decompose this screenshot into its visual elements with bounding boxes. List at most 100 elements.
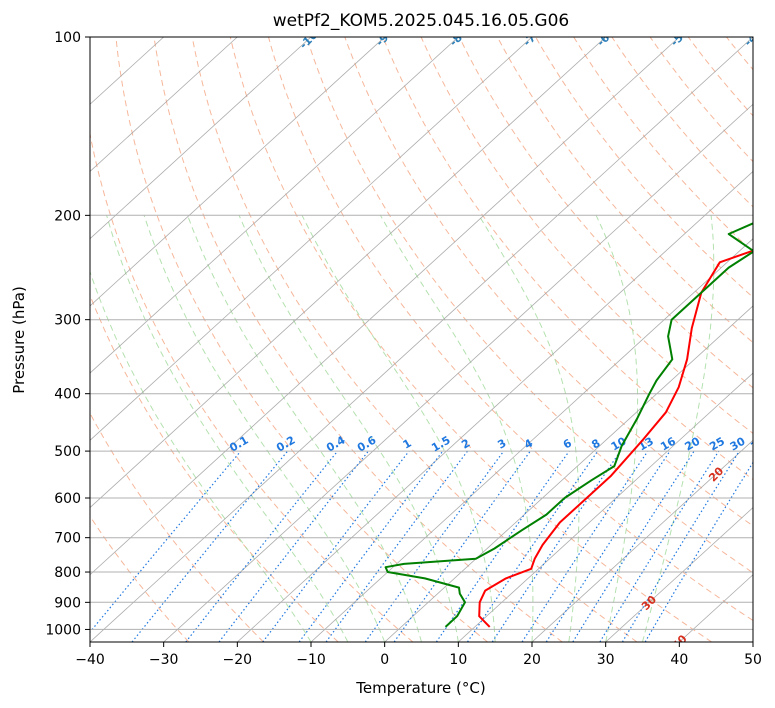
isotherm-line [90,37,606,509]
mixing-ratio-line [644,461,753,642]
dry-adiabat-line [306,37,753,574]
x-tick-label: 40 [670,652,688,668]
y-tick-label: 900 [54,595,81,611]
dry-adiabat-line [90,131,414,642]
dewpoint-profile-line [384,222,753,628]
pressure-grid [90,37,753,630]
mixing-ratio-line [218,450,369,642]
dry-adiabat-line [90,412,264,642]
x-tick-label: 30 [597,652,615,668]
y-tick-label: 600 [54,491,81,507]
isotherm-line [90,37,385,307]
isotherm-line [384,305,753,642]
isotherm-line [90,37,753,642]
dry-adiabat-line [153,37,563,642]
dry-adiabat-line [90,515,190,642]
moist-adiabat-line [106,215,349,642]
isotherm-label: -60 [594,25,617,48]
x-tick-label: 20 [523,652,541,668]
line-labels: 0.1 0.2 0.4 0.6 1 1.5 2 3 4 6 8 10 13 16 20 25 30 36-100-… [227,25,768,652]
dry-adiabat-line [115,37,488,642]
isotherm-line [531,439,753,642]
mixing-ratio-line [90,450,242,633]
isotherm-label: -40 [742,25,765,48]
moist-adiabat-line [143,215,386,642]
y-axis-ticks: 100 200 300 400 500 600 700 800 900 1000 [45,30,90,638]
mixing-ratio-label: 6 [561,436,574,451]
moist-adiabat-line [379,215,534,642]
mixing-ratio-line [393,450,531,642]
mixing-ratio-line [262,450,410,642]
chart-title: wetPf2_KOM5.2025.045.16.05.G06 [273,11,569,31]
mixing-ratio-label: 3 [495,437,508,452]
dry-adiabat-line [458,37,753,389]
y-tick-label: 300 [54,313,81,329]
x-tick-label: 10 [449,652,467,668]
x-axis-title: Temperature (°C) [355,679,485,697]
mixing-ratio-label: 1 [401,437,414,452]
x-tick-label: −10 [296,652,326,668]
x-tick-label: 0 [380,652,389,668]
x-axis-ticks: −40 −30 −20 −10 0 10 20 30 40 50 [75,642,762,668]
isotherm-label: -80 [447,25,470,48]
mixing-ratio-label: 8 [589,437,602,452]
mixing-ratio-line [491,450,621,642]
y-tick-label: 500 [54,444,81,460]
moist-adiabat-line [595,215,639,642]
dry-adiabat-line [191,37,638,642]
y-tick-label: 1000 [45,622,81,638]
mixing-ratio-label: 36 [748,434,768,453]
isotherm-line [605,507,753,642]
isotherm-line [458,372,753,642]
mixing-ratio-line [545,450,671,642]
x-tick-label: −20 [223,652,253,668]
dry-adiabat-line [573,37,753,253]
isotherm-line [163,103,753,642]
isotherm-line [310,238,753,642]
dry-adiabat-line [268,37,753,622]
isotherm-line [90,37,680,576]
moist-adiabat-line [301,215,496,642]
dry-adiabat-line [687,37,753,117]
dry-adiabat-line [611,37,753,208]
dry-adiabat-line [344,37,753,527]
y-tick-label: 200 [54,208,81,224]
y-tick-label: 100 [54,30,81,46]
isotherm-line [90,37,238,172]
x-tick-label: −30 [149,652,179,668]
mixing-ratio-line [131,450,289,642]
mixing-ratio-line [185,450,339,642]
dry-adiabat-line [649,37,753,163]
isotherm-line [90,37,533,441]
temperature-profile-line [478,249,753,628]
isotherm-line [752,641,753,642]
dry-adiabat-line [535,37,753,298]
moist-adiabat-line [90,270,312,642]
isotherm-line [90,37,312,240]
moist-adiabat-line [187,215,422,642]
mixing-ratio-line [599,450,720,642]
y-tick-label: 700 [54,531,81,547]
mixing-ratio-line [298,450,444,642]
mixing-ratio-label: 2 [459,437,472,452]
isotherm-label: 40 [670,632,690,652]
moist-adiabat-line [238,215,459,642]
dry-adiabat-line [726,37,753,71]
moist-adiabat-line [478,215,580,642]
isotherm-line [237,170,753,642]
x-tick-label: −40 [75,652,105,668]
dry-adiabat-line [90,293,339,642]
dry-adiabat-line [765,37,775,642]
isotherm-label: -50 [668,25,691,48]
dry-adiabat-line [496,37,753,344]
data-series [384,222,753,628]
mixing-ratio-line [435,450,570,642]
x-tick-label: 50 [744,652,762,668]
isotherm-label: -70 [521,25,544,48]
mixing-ratio-line [621,450,740,642]
isotherm-line [90,37,459,374]
background-lines [90,37,775,642]
mixing-ratio-line [364,450,505,642]
isotherm-label: -90 [373,25,396,48]
